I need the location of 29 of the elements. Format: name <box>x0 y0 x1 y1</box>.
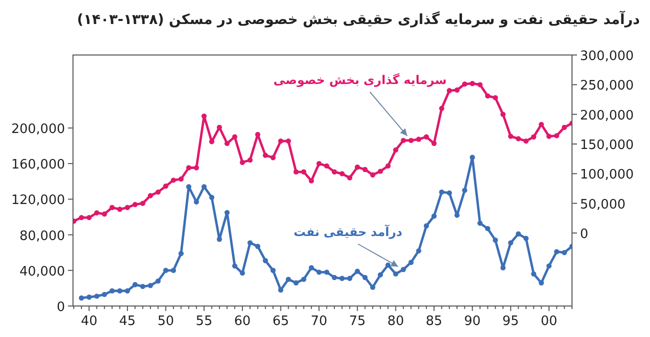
x-tick-label: 40 <box>80 314 98 329</box>
x-tick-label: 55 <box>196 314 212 329</box>
y2-tick-label: 200,000 <box>580 108 634 124</box>
y-tick-label: 120,000 <box>11 193 65 208</box>
y2-tick-label: 250,000 <box>580 78 634 94</box>
x-tick-label: 65 <box>272 314 289 329</box>
x-tick-label: 95 <box>502 314 519 329</box>
y2-tick-label: 50,000 <box>580 197 626 212</box>
y-tick-label: 40,000 <box>20 264 65 280</box>
x-tick-label: 90 <box>464 314 481 329</box>
y2-tick-label: 150,000 <box>580 138 634 154</box>
x-tick-label: 75 <box>349 314 366 329</box>
x-tick-label: 00 <box>540 314 558 329</box>
y2-tick-label: 100,000 <box>580 168 634 183</box>
x-tick-label: 50 <box>157 314 174 329</box>
x-tick-label: 70 <box>310 314 328 329</box>
chart-title: درآمد حقیقی نفت و سرمایه گذاری حقیقی بخش خصوصی در مسکن (۱۳۳۸-۱۴۰۳) <box>77 10 640 28</box>
x-tick-label: 60 <box>234 314 251 329</box>
series-label: درآمد حقیقی نفت <box>294 224 402 239</box>
x-tick-label: 80 <box>387 314 404 329</box>
x-tick-label: 85 <box>426 314 442 329</box>
y2-tick-label: 0 <box>580 227 588 242</box>
y-tick-label: 80,000 <box>20 228 65 244</box>
x-tick-label: 45 <box>119 314 136 329</box>
y-tick-label: 160,000 <box>11 158 65 173</box>
y2-tick-label: 300,000 <box>580 49 634 64</box>
y-tick-label: 200,000 <box>11 122 65 137</box>
y-tick-label: 0 <box>56 300 65 315</box>
series-label: سرمایه گذاری بخش خصوصی <box>273 73 447 87</box>
